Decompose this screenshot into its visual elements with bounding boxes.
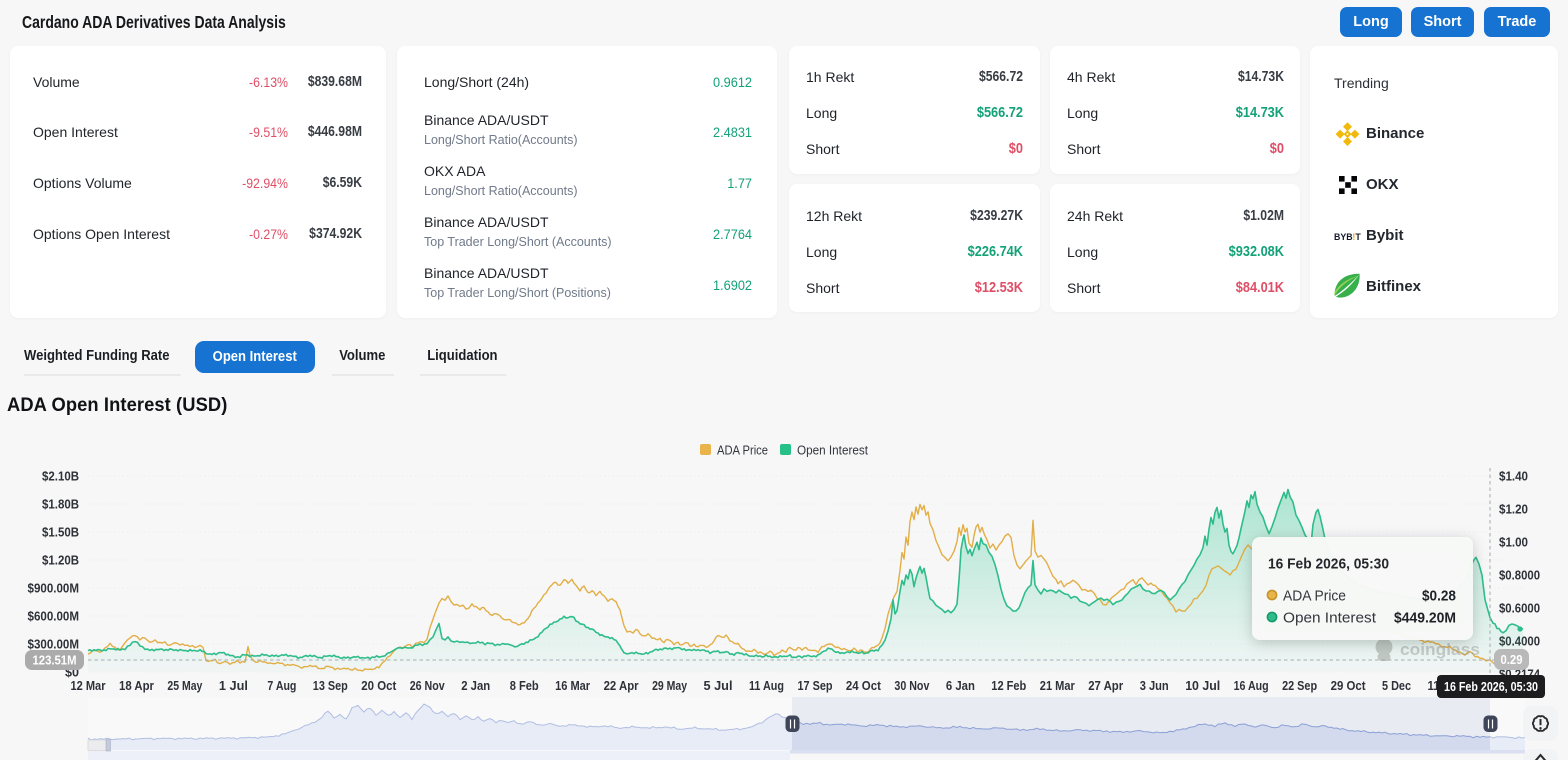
svg-text:$449.20M: $449.20M xyxy=(1394,610,1456,627)
svg-text:5 Jul: 5 Jul xyxy=(704,679,733,693)
svg-text:16 Feb 2026, 05:30: 16 Feb 2026, 05:30 xyxy=(1268,556,1389,573)
svg-text:T: T xyxy=(1355,232,1361,242)
svg-text:$1.00: $1.00 xyxy=(1499,536,1528,550)
svg-text:$0.8000: $0.8000 xyxy=(1499,569,1540,583)
svg-text:29 Oct: 29 Oct xyxy=(1331,679,1367,693)
svg-text:11 Aug: 11 Aug xyxy=(749,679,784,693)
svg-text:24 Oct: 24 Oct xyxy=(846,679,882,693)
svg-text:20 Oct: 20 Oct xyxy=(361,679,397,693)
svg-text:$900.00M: $900.00M xyxy=(28,582,80,596)
svg-text:10 Jul: 10 Jul xyxy=(1185,679,1220,693)
svg-text:Open Interest: Open Interest xyxy=(797,443,868,458)
svg-text:16 Mar: 16 Mar xyxy=(555,679,590,693)
svg-text:18 Apr: 18 Apr xyxy=(119,679,154,693)
svg-text:17 Sep: 17 Sep xyxy=(798,679,833,693)
svg-text:16 Feb 2026, 05:30: 16 Feb 2026, 05:30 xyxy=(1444,679,1538,694)
svg-text:$2.10B: $2.10B xyxy=(42,470,79,484)
svg-text:$300.00M: $300.00M xyxy=(28,638,80,652)
svg-text:1 Jul: 1 Jul xyxy=(219,679,248,693)
svg-text:8 Feb: 8 Feb xyxy=(510,679,539,693)
svg-text:25 May: 25 May xyxy=(167,679,202,693)
svg-text:12 Feb: 12 Feb xyxy=(991,679,1026,693)
svg-text:0.29: 0.29 xyxy=(1501,652,1523,667)
svg-text:12 Mar: 12 Mar xyxy=(71,679,106,693)
svg-text:5 Dec: 5 Dec xyxy=(1382,679,1411,693)
svg-text:Open Interest: Open Interest xyxy=(1283,610,1377,627)
svg-text:30 Nov: 30 Nov xyxy=(894,679,929,693)
svg-text:BYB: BYB xyxy=(1334,232,1353,242)
svg-text:22 Apr: 22 Apr xyxy=(604,679,639,693)
svg-text:26 Nov: 26 Nov xyxy=(410,679,445,693)
svg-text:$1.80B: $1.80B xyxy=(42,498,79,512)
svg-text:2 Jan: 2 Jan xyxy=(461,679,490,693)
svg-text:ADA Price: ADA Price xyxy=(1283,588,1346,605)
svg-text:$1.20B: $1.20B xyxy=(42,554,79,568)
svg-text:16 Aug: 16 Aug xyxy=(1234,679,1269,693)
svg-text:$1.20: $1.20 xyxy=(1499,503,1528,517)
svg-text:22 Sep: 22 Sep xyxy=(1282,679,1317,693)
svg-text:29 May: 29 May xyxy=(652,679,687,693)
svg-text:$1.50B: $1.50B xyxy=(42,526,79,540)
svg-text:123.51M: 123.51M xyxy=(33,653,77,668)
svg-text:ADA Price: ADA Price xyxy=(717,443,768,458)
svg-text:27 Apr: 27 Apr xyxy=(1088,679,1123,693)
svg-text:$0.28: $0.28 xyxy=(1422,588,1456,605)
svg-text:!: ! xyxy=(1352,232,1355,242)
svg-text:$0.6000: $0.6000 xyxy=(1499,602,1540,616)
svg-text:coinglass: coinglass xyxy=(1400,641,1480,659)
svg-text:$600.00M: $600.00M xyxy=(28,610,80,624)
svg-text:21 Mar: 21 Mar xyxy=(1040,679,1075,693)
svg-text:$1.40: $1.40 xyxy=(1499,470,1528,484)
svg-text:6 Jan: 6 Jan xyxy=(946,679,975,693)
svg-text:3 Jun: 3 Jun xyxy=(1140,679,1169,693)
svg-text:13 Sep: 13 Sep xyxy=(313,679,348,693)
svg-text:7 Aug: 7 Aug xyxy=(267,679,296,693)
